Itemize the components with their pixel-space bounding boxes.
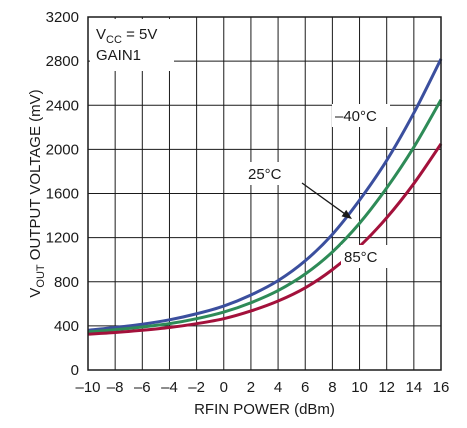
series-group bbox=[87, 58, 443, 336]
condition-annotation: VCC = 5V GAIN1 bbox=[90, 19, 174, 71]
y-tick-labels: 0 400 800 1200 1600 2000 2400 2800 3200 bbox=[46, 9, 79, 379]
annotation-vcc-rest: = 5V bbox=[122, 26, 157, 43]
annotation-vcc: VCC = 5V bbox=[96, 26, 157, 46]
x-axis-label: RFIN POWER (dBm) bbox=[194, 401, 335, 418]
y-tick-label: 400 bbox=[54, 318, 79, 335]
plot-frame bbox=[87, 16, 442, 371]
y-tick-label: 0 bbox=[71, 362, 79, 379]
x-tick-label: –2 bbox=[188, 379, 205, 396]
label-arrow-head bbox=[341, 209, 352, 219]
x-tick-label: 6 bbox=[301, 379, 309, 396]
series-label-background bbox=[341, 245, 399, 268]
series-label: –40°C bbox=[335, 108, 377, 125]
label-arrow-line bbox=[301, 182, 347, 216]
x-tick-label: –4 bbox=[161, 379, 178, 396]
x-tick-labels: –10 –8 –6 –4 –2 0 2 4 6 8 10 12 14 16 bbox=[75, 379, 449, 396]
y-tick-label: 2800 bbox=[46, 53, 79, 70]
series-labels: –40°C 25°C 85°C bbox=[245, 104, 399, 268]
series-label-background bbox=[332, 104, 390, 127]
annotation-background bbox=[90, 19, 174, 71]
x-tick-label: –8 bbox=[107, 379, 124, 396]
x-tick-label: –6 bbox=[134, 379, 151, 396]
y-tick-label: 2000 bbox=[46, 141, 79, 158]
y-axis-label: VOUT OUTPUT VOLTAGE (mV) bbox=[27, 89, 47, 297]
x-tick-label: 16 bbox=[433, 379, 450, 396]
x-tick-label: 4 bbox=[274, 379, 282, 396]
annotation-vcc-prefix: V bbox=[96, 26, 106, 43]
x-tick-label: 14 bbox=[406, 379, 423, 396]
y-tick-label: 800 bbox=[54, 274, 79, 291]
grid bbox=[88, 17, 441, 370]
x-tick-label: 10 bbox=[351, 379, 368, 396]
series-line-2 bbox=[87, 143, 443, 336]
y-axis-label-rest: OUTPUT VOLTAGE (mV) bbox=[27, 89, 44, 264]
series-label-background bbox=[245, 162, 299, 185]
y-axis-label-prefix: V bbox=[27, 288, 44, 298]
x-tick-label: 8 bbox=[328, 379, 336, 396]
x-tick-label: –10 bbox=[75, 379, 100, 396]
annotation-gain: GAIN1 bbox=[96, 47, 141, 64]
annotation-vcc-sub: CC bbox=[106, 34, 122, 46]
series-line-1 bbox=[87, 98, 443, 334]
series-label: 85°C bbox=[344, 249, 378, 266]
series-label: 25°C bbox=[248, 166, 282, 183]
x-tick-label: 2 bbox=[247, 379, 255, 396]
x-tick-label: 0 bbox=[220, 379, 228, 396]
y-axis-label-sub: OUT bbox=[35, 264, 47, 288]
x-tick-label: 12 bbox=[378, 379, 395, 396]
y-tick-label: 1200 bbox=[46, 230, 79, 247]
y-tick-label: 2400 bbox=[46, 97, 79, 114]
y-tick-label: 1600 bbox=[46, 186, 79, 203]
series-line-0 bbox=[87, 58, 443, 332]
y-tick-label: 3200 bbox=[46, 9, 79, 26]
